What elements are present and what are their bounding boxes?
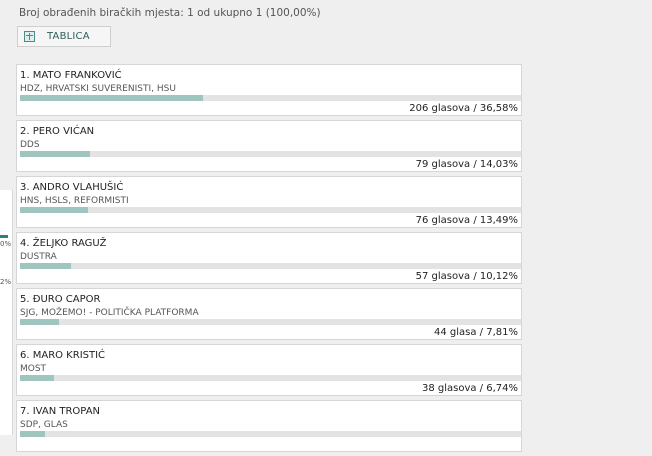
result-bar-track [20, 151, 521, 157]
tab-table[interactable]: TABLICA [17, 26, 111, 47]
result-bar-fill [20, 263, 71, 269]
candidate-result: 44 glasa / 7,81% [434, 327, 518, 338]
candidate-name: 7. IVAN TROPAN [20, 406, 101, 417]
candidate-name: 6. MARO KRISTIĆ [20, 350, 106, 361]
table-icon [24, 31, 35, 42]
candidate-party: HNS, HSLS, REFORMISTI [20, 196, 129, 206]
processed-stations-status: Broj obrađenih biračkih mjesta: 1 od uku… [19, 7, 321, 19]
candidate-result: 57 glasova / 10,12% [415, 271, 518, 282]
candidate-name: 3. ANDRO VLAHUŠIĆ [20, 182, 124, 193]
result-bar-track [20, 95, 521, 101]
candidate-party: HDZ, HRVATSKI SUVERENISTI, HSU [20, 84, 176, 94]
candidate-card: 2. PERO VIĆAN DDS 79 glasova / 14,03% [16, 120, 522, 172]
candidate-name: 2. PERO VIĆAN [20, 126, 95, 137]
candidate-results-list: 1. MATO FRANKOVIĆ HDZ, HRVATSKI SUVERENI… [16, 64, 522, 456]
candidate-card: 1. MATO FRANKOVIĆ HDZ, HRVATSKI SUVERENI… [16, 64, 522, 116]
candidate-card: 3. ANDRO VLAHUŠIĆ HNS, HSLS, REFORMISTI … [16, 176, 522, 228]
background-panel-text: 2% [0, 278, 12, 286]
candidate-party: DDS [20, 140, 40, 150]
candidate-card: 7. IVAN TROPAN SDP, GLAS [16, 400, 522, 452]
result-bar-track [20, 375, 521, 381]
candidate-party: DUSTRA [20, 252, 57, 262]
candidate-party: SJG, MOŽEMO! - POLITIČKA PLATFORMA [20, 308, 199, 318]
background-panel-bar [0, 235, 8, 238]
result-bar-track [20, 431, 521, 437]
background-panel-text: 0% [0, 240, 12, 248]
candidate-result: 76 glasova / 13,49% [415, 215, 518, 226]
background-panel-edge [0, 190, 13, 435]
result-bar-fill [20, 431, 46, 437]
result-bar-fill [20, 207, 88, 213]
result-bar-track [20, 319, 521, 325]
candidate-result: 38 glasova / 6,74% [421, 383, 518, 394]
result-bar-fill [20, 375, 54, 381]
candidate-card: 5. ĐURO CAPOR SJG, MOŽEMO! - POLITIČKA P… [16, 288, 522, 340]
candidate-card: 6. MARO KRISTIĆ MOST 38 glasova / 6,74% [16, 344, 522, 396]
candidate-result: 79 glasova / 14,03% [415, 159, 518, 170]
candidate-card: 4. ŽELJKO RAGUŽ DUSTRA 57 glasova / 10,1… [16, 232, 522, 284]
candidate-party: SDP, GLAS [20, 420, 68, 430]
result-bar-track [20, 207, 521, 213]
candidate-name: 5. ĐURO CAPOR [20, 294, 101, 305]
result-bar-fill [20, 95, 204, 101]
candidate-name: 4. ŽELJKO RAGUŽ [20, 238, 107, 249]
candidate-result: 206 glasova / 36,58% [409, 103, 518, 114]
result-bar-track [20, 263, 521, 269]
result-bar-fill [20, 319, 60, 325]
result-bar-fill [20, 151, 91, 157]
candidate-party: MOST [20, 364, 47, 374]
tab-table-label: TABLICA [47, 31, 90, 42]
candidate-name: 1. MATO FRANKOVIĆ [20, 70, 122, 81]
